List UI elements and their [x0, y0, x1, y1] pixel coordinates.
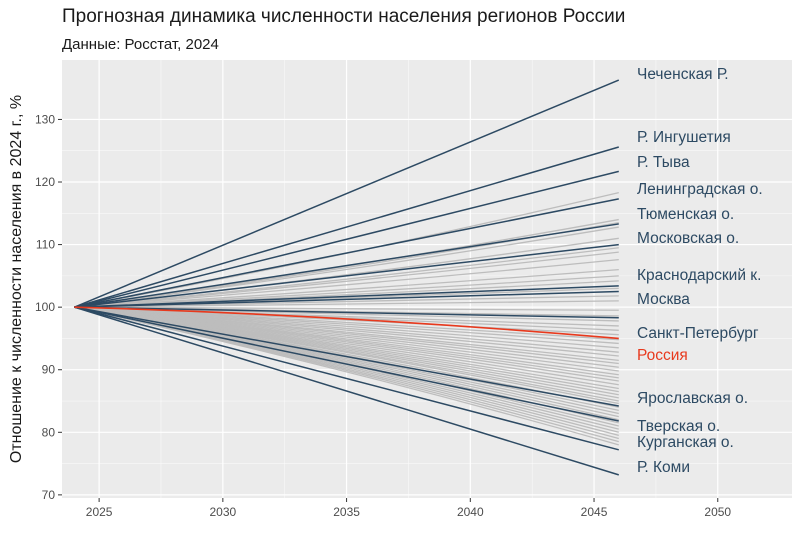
x-tick-label: 2040 [457, 505, 484, 519]
series-line-other [74, 306, 619, 311]
series-label: Ленинградская о. [637, 181, 763, 198]
series-label: Р. Тыва [637, 154, 690, 171]
russia-line-group [74, 306, 619, 340]
series-label: Тверская о. [637, 418, 720, 435]
series-line-highlight [74, 243, 619, 308]
y-tick-label: 110 [36, 238, 55, 252]
series-line-other [74, 251, 619, 308]
series-line-highlight [74, 223, 619, 308]
y-axis: 70 80 90 100 110 120 130 [35, 112, 62, 502]
series-label: Р. Ингушетия [637, 129, 731, 146]
y-tick-label: 130 [35, 112, 55, 126]
series-label: Р. Коми [637, 459, 690, 476]
chart-title: Прогнозная динамика численности населени… [62, 6, 626, 27]
series-label: Россия [637, 347, 688, 364]
plot-panel [62, 60, 792, 498]
series-line-highlight [74, 198, 619, 308]
series-label: Тюменская о. [637, 206, 734, 223]
series-line-other [74, 268, 619, 308]
series-line-highlight [74, 79, 620, 308]
series-line-highlight [74, 306, 620, 476]
x-axis: 2025 2030 2035 2040 2045 2050 [86, 498, 731, 519]
series-label: Чеченская Р. [637, 66, 729, 83]
y-tick-label: 120 [35, 175, 55, 189]
series-line-other [74, 306, 619, 446]
highlighted-regions-lines [74, 79, 620, 476]
y-tick-label: 90 [42, 363, 56, 377]
series-line-highlight [74, 285, 619, 308]
y-tick-label: 70 [42, 488, 56, 502]
series-line-russia [74, 306, 619, 340]
series-label: Курганская о. [637, 434, 734, 451]
series-line-highlight [74, 146, 619, 308]
series-line-other [74, 300, 619, 308]
x-tick-label: 2045 [581, 505, 608, 519]
series-label: Ярославская о. [637, 390, 748, 407]
series-line-highlight [74, 290, 619, 308]
series-line-highlight [74, 170, 619, 308]
x-tick-label: 2035 [333, 505, 360, 519]
y-tick-label: 100 [35, 300, 55, 314]
x-tick-label: 2050 [704, 505, 731, 519]
y-tick-label: 80 [42, 425, 56, 439]
series-line-highlight [74, 306, 619, 422]
x-tick-label: 2025 [86, 505, 113, 519]
series-label: Краснодарский к. [637, 267, 761, 284]
grid-minor [62, 60, 792, 498]
chart-subtitle: Данные: Росстат, 2024 [62, 36, 219, 53]
series-labels: Чеченская Р. Р. Ингушетия Р. Тыва Ленинград… [637, 66, 763, 476]
series-label: Московская о. [637, 230, 739, 247]
series-label: Москва [637, 291, 690, 308]
x-tick-label: 2030 [209, 505, 236, 519]
y-axis-label: Отношение к численности населения в 2024… [8, 95, 25, 463]
series-line-other [74, 226, 619, 308]
series-line-highlight [74, 306, 619, 319]
series-line-highlight [74, 306, 619, 451]
series-label: Санкт-Петербург [637, 325, 759, 342]
series-line-other [74, 258, 619, 308]
series-line-highlight [74, 306, 619, 407]
